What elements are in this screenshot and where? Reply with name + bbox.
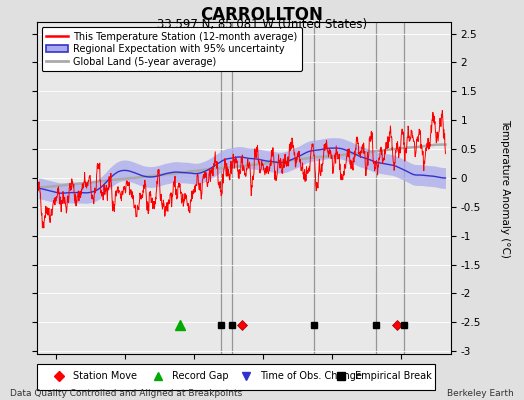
FancyBboxPatch shape <box>37 364 435 390</box>
Y-axis label: Temperature Anomaly (°C): Temperature Anomaly (°C) <box>500 118 510 258</box>
Text: Record Gap: Record Gap <box>172 372 228 382</box>
Text: Station Move: Station Move <box>72 372 137 382</box>
Text: CARROLLTON: CARROLLTON <box>201 6 323 24</box>
Text: Data Quality Controlled and Aligned at Breakpoints: Data Quality Controlled and Aligned at B… <box>10 389 243 398</box>
Text: Time of Obs. Change: Time of Obs. Change <box>260 372 362 382</box>
Text: Berkeley Earth: Berkeley Earth <box>447 389 514 398</box>
Text: Empirical Break: Empirical Break <box>355 372 432 382</box>
Legend: This Temperature Station (12-month average), Regional Expectation with 95% uncer: This Temperature Station (12-month avera… <box>41 27 302 72</box>
Text: 33.597 N, 85.081 W (United States): 33.597 N, 85.081 W (United States) <box>157 18 367 31</box>
